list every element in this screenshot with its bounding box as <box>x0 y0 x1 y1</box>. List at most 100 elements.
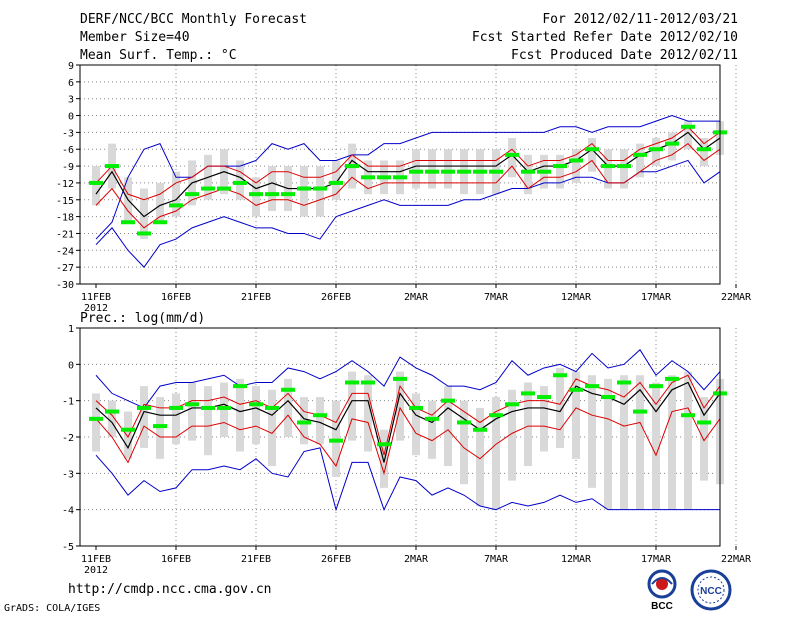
panel1-median-marker <box>457 169 471 174</box>
panel2-x-tick-label: 11FEB <box>81 554 111 565</box>
panel1-median-marker <box>105 164 119 169</box>
panel1-box-bar <box>508 138 516 178</box>
panel1-box-bar <box>620 149 628 189</box>
panel2-median-marker <box>233 384 247 389</box>
panel1-median-marker <box>553 164 567 169</box>
panel2-median-marker <box>185 402 199 407</box>
panel1-y-tick-label: -21 <box>56 229 74 240</box>
panel2-box-bar <box>636 375 644 510</box>
panel1-median-marker <box>297 186 311 191</box>
panel2-median-marker <box>697 420 711 425</box>
panel2-box-bar <box>556 367 564 448</box>
panel1-median-marker <box>249 192 263 197</box>
panel2-lower-spread-line <box>95 406 721 476</box>
panel1-box-bar <box>428 149 436 189</box>
panel2-median-marker <box>345 380 359 385</box>
panel2-box-bar <box>444 386 452 467</box>
panel2-frame <box>79 327 721 547</box>
panel2-x-tick-label: 7MAR <box>484 554 509 565</box>
panel1-median-marker <box>313 186 327 191</box>
panel2-box-bar <box>140 386 148 448</box>
panel2-title: Prec.: log(mm/d) <box>80 311 205 326</box>
bcc-logo-core <box>656 578 668 590</box>
panel2-box-bar <box>508 389 516 481</box>
panel2-box-bar <box>668 375 676 510</box>
panel1-median-marker <box>601 164 615 169</box>
panel1-lower-spread-line <box>95 142 721 229</box>
panel2-box-bar <box>284 378 292 437</box>
panel2-median-marker <box>201 405 215 410</box>
panel2-median-marker <box>681 413 695 418</box>
panel2-median-marker <box>601 395 615 400</box>
panel2-box-bar <box>604 378 612 510</box>
panel2-median-marker <box>585 384 599 389</box>
panel2-box-bar <box>124 411 132 459</box>
panel1-median-marker <box>425 169 439 174</box>
panel2-median-marker <box>249 402 263 407</box>
panel2-x-tick-label: 17MAR <box>641 554 672 565</box>
panel1-median-marker <box>409 169 423 174</box>
panel1-y-tick-label: 6 <box>68 78 74 89</box>
grads-credit: GrADS: COLA/IGES <box>4 603 101 614</box>
panel2-upper-spread-line <box>95 374 721 456</box>
panel2-median-marker <box>377 442 391 447</box>
panel1-median-marker <box>633 152 647 157</box>
panel2-ensemble-max-line <box>95 349 721 409</box>
panel2-y-tick-label: -3 <box>62 469 74 480</box>
panel1-x-tick-label: 12MAR <box>561 292 592 303</box>
panel1-median-marker <box>681 124 695 129</box>
panel1-median-marker <box>697 147 711 152</box>
panel1-box-bar <box>300 166 308 217</box>
panel2-median-marker <box>537 395 551 400</box>
panel1-y-tick-label: -15 <box>56 196 74 207</box>
panel1-y-tick-label: -18 <box>56 213 74 224</box>
bcc-logo: BCC NCC <box>647 569 732 612</box>
panel1-box-bar <box>332 160 340 200</box>
panel1-median-marker <box>281 192 295 197</box>
panel2-box-bar <box>540 386 548 452</box>
panel2-median-marker <box>217 405 231 410</box>
panel1-median-marker <box>585 147 599 152</box>
panel2-median-marker <box>89 416 103 421</box>
panel2-median-marker <box>489 413 503 418</box>
chart-title: DERF/NCC/BCC Monthly Forecast <box>80 12 307 27</box>
panel1-box-bar <box>92 166 100 206</box>
panel2-ensemble-min-line <box>95 447 720 512</box>
logos: BCC NCC <box>640 568 736 612</box>
panel1-box-bar <box>140 188 148 240</box>
panel1-median-marker <box>329 180 343 185</box>
panel2-box-bar <box>316 397 324 445</box>
panel1-y-tick-label: -3 <box>62 128 74 139</box>
panel2-median-marker <box>121 427 135 432</box>
panel1-median-marker <box>569 158 583 163</box>
panel2-median-marker <box>409 405 423 410</box>
forecast-start-date: Fcst Started Refer Date 2012/02/10 <box>471 30 738 45</box>
panel1-median-marker <box>393 175 407 180</box>
forecast-period: For 2012/02/11-2012/03/21 <box>542 12 738 27</box>
panel1-median-marker <box>665 141 679 146</box>
panel2-median-marker <box>297 420 311 425</box>
panel1-median-marker <box>89 180 103 185</box>
panel1-y-tick-label: -24 <box>56 246 74 257</box>
panel2-x-year-label: 2012 <box>84 565 108 576</box>
panel1-x-tick-label: 2MAR <box>404 292 429 303</box>
panel1-box-bar <box>572 149 580 183</box>
panel2-median-marker <box>633 409 647 414</box>
panel2-box-bar <box>412 393 420 456</box>
panel1-box-bar <box>236 160 244 200</box>
panel1-median-marker <box>345 164 359 169</box>
panel1-x-year-label: 2012 <box>84 303 108 314</box>
panel2-y-tick-label: 1 <box>68 324 74 335</box>
panel2-box-bar <box>236 378 244 452</box>
panel2-median-marker <box>153 424 167 429</box>
panel2-box-bar <box>492 397 500 510</box>
panel2-x-tick-label: 16FEB <box>161 554 191 565</box>
source-url[interactable]: http://cmdp.ncc.cma.gov.cn <box>68 582 272 597</box>
panel2-box-bar <box>364 375 372 452</box>
panel1-median-marker <box>473 169 487 174</box>
panel1-box-bar <box>268 166 276 211</box>
panel1-box-bar <box>604 149 612 189</box>
panel1-y-tick-label: -30 <box>56 280 74 291</box>
panel1-median-marker <box>649 147 663 152</box>
